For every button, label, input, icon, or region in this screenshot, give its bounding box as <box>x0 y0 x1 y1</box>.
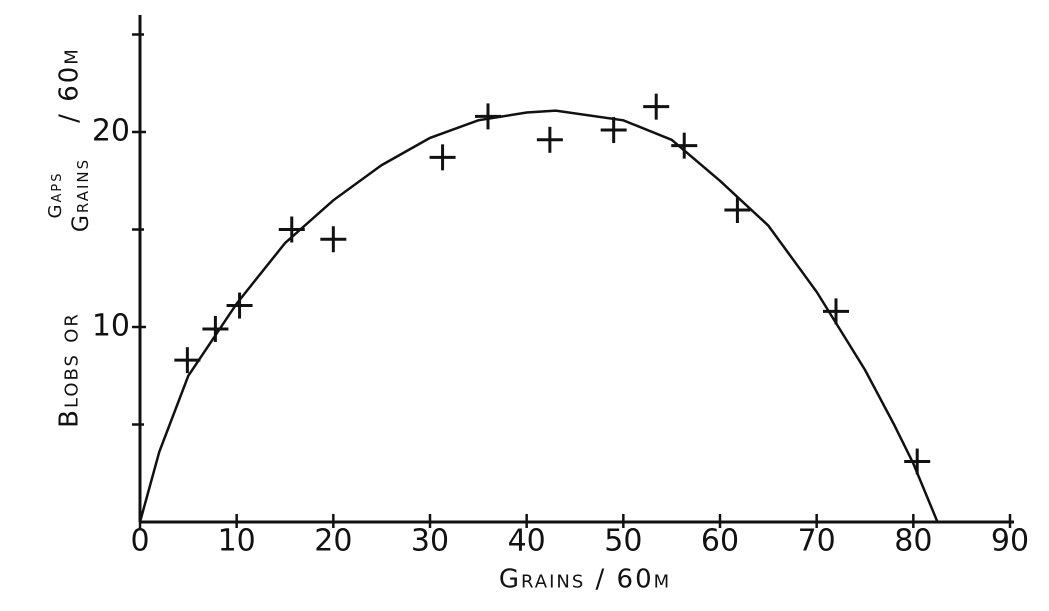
data-point <box>174 347 201 374</box>
data-point <box>724 197 751 223</box>
x-tick-label: 40 <box>508 524 546 559</box>
x-tick-label: 90 <box>991 524 1029 559</box>
data-point <box>429 144 456 171</box>
y-label-part: Blobs or <box>55 312 85 428</box>
data-point <box>475 103 501 130</box>
data-point <box>202 315 229 342</box>
data-point <box>904 448 931 475</box>
x-tick-label: 30 <box>411 524 449 559</box>
data-point <box>643 93 670 120</box>
y-label-part: Gaps <box>45 172 66 219</box>
data-point <box>823 298 849 325</box>
fit-curve <box>138 109 939 523</box>
data-point <box>536 126 563 153</box>
x-tick-label: 20 <box>314 524 352 559</box>
y-tick-label: 10 <box>92 309 130 344</box>
x-tick-label: 50 <box>604 524 642 559</box>
data-point <box>671 132 698 159</box>
y-axis-label: Blobs or Gaps Grains / 60μ <box>45 47 94 428</box>
y-tick-label: 20 <box>92 114 130 149</box>
data-point <box>226 292 253 319</box>
x-tick-label: 60 <box>701 524 739 559</box>
x-tick-label: 0 <box>130 524 149 559</box>
x-tick-label: 10 <box>218 524 256 559</box>
x-axis-label: Grains / 60μ <box>499 565 671 595</box>
data-point <box>600 117 627 144</box>
x-tick-label: 80 <box>894 524 932 559</box>
data-point <box>278 216 305 243</box>
data-point <box>320 226 347 253</box>
y-label-part: / 60μ <box>55 47 85 123</box>
y-label-part: Grains <box>69 158 94 232</box>
x-tick-label: 70 <box>798 524 836 559</box>
